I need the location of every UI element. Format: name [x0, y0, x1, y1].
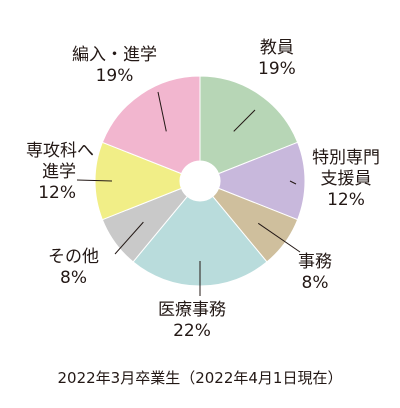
leader-line-advanced-course — [76, 179, 113, 182]
label-other-name: その他 — [48, 247, 99, 267]
label-other: その他 8% — [48, 247, 99, 289]
label-special-support-staff: 特別専門 支援員 12% — [312, 148, 380, 211]
label-transfer-value: 19% — [95, 66, 134, 86]
label-faculty-name: 教員 — [259, 38, 294, 58]
slice-medical-office — [132, 195, 268, 287]
leader-line-office-work — [257, 222, 301, 253]
label-advanced-course-name-2: 進学 — [42, 162, 76, 182]
label-office-work-value: 8% — [301, 273, 329, 293]
leader-line-other — [114, 221, 144, 255]
label-transfer-further-study: 編入・進学 19% — [72, 45, 157, 87]
label-faculty: 教員 19% — [258, 38, 296, 80]
label-medical-office: 医療事務 22% — [158, 300, 226, 342]
label-advanced-course: 専攻科へ 進学 12% — [6, 141, 94, 204]
leader-line-transfer — [157, 91, 167, 132]
label-office-work-name: 事務 — [298, 252, 332, 272]
label-office-work: 事務 8% — [298, 252, 332, 294]
label-special-support-value: 12% — [327, 190, 365, 210]
label-special-support-name-1: 特別専門 — [312, 148, 380, 168]
leader-line-special-support — [289, 180, 297, 185]
slice-faculty — [199, 75, 299, 175]
slice-advanced-course — [94, 141, 183, 221]
label-special-support-name-2: 支援員 — [320, 169, 372, 189]
label-medical-office-name: 医療事務 — [158, 300, 226, 320]
label-other-value: 8% — [60, 268, 87, 288]
label-advanced-course-value: 12% — [38, 183, 76, 203]
slice-special-support — [217, 141, 306, 221]
label-medical-office-value: 22% — [173, 321, 211, 341]
label-faculty-value: 19% — [258, 59, 296, 79]
slice-transfer — [101, 75, 201, 175]
leader-line-faculty — [233, 109, 256, 132]
chart-caption: 2022年3月卒業生（2022年4月1日現在） — [57, 369, 343, 387]
label-transfer-name: 編入・進学 — [72, 45, 157, 65]
label-advanced-course-name-1: 専攻科へ — [26, 141, 94, 161]
